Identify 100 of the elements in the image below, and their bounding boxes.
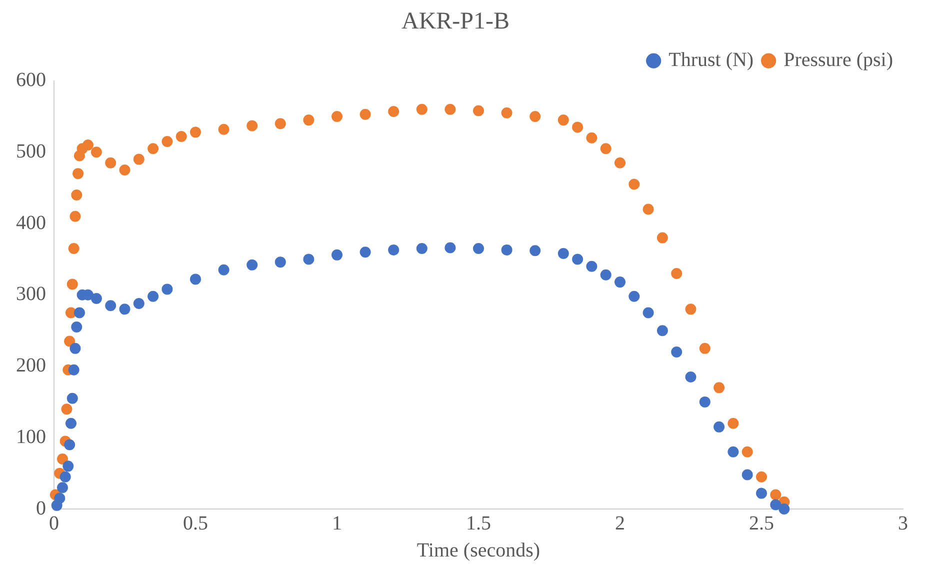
point xyxy=(642,307,654,318)
x-axis-title: Time (seconds) xyxy=(416,539,540,562)
x-tick-label: 0.5 xyxy=(183,512,208,534)
point xyxy=(388,244,400,256)
point xyxy=(473,243,484,254)
x-tick-label: 1 xyxy=(332,512,342,534)
point xyxy=(61,404,72,415)
point xyxy=(416,104,428,115)
point xyxy=(218,124,230,135)
point xyxy=(133,154,144,165)
point xyxy=(444,104,456,115)
x-tick-label: 2 xyxy=(615,512,625,534)
point xyxy=(176,130,187,142)
point xyxy=(74,307,85,318)
point xyxy=(65,418,76,429)
y-tick-label: 200 xyxy=(16,354,46,377)
y-tick-label: 300 xyxy=(16,283,46,306)
x-tick-label: 1.5 xyxy=(466,512,491,534)
point xyxy=(148,143,159,154)
x-tick-label: 2.5 xyxy=(749,512,774,534)
point xyxy=(90,146,102,158)
point xyxy=(770,499,782,510)
point xyxy=(190,126,201,138)
point xyxy=(444,242,456,254)
y-tick-label: 500 xyxy=(16,140,46,162)
point xyxy=(133,298,144,309)
point xyxy=(572,254,584,265)
legend-label: Thrust (N) xyxy=(668,49,754,72)
point xyxy=(70,210,81,222)
point xyxy=(71,189,82,200)
point xyxy=(56,482,68,494)
point xyxy=(274,118,286,130)
y-tick-label: 0 xyxy=(36,497,46,520)
point xyxy=(656,325,668,336)
point xyxy=(586,132,598,144)
point xyxy=(332,110,342,122)
point xyxy=(600,269,612,280)
point xyxy=(274,256,286,268)
point xyxy=(530,110,541,122)
point xyxy=(671,268,682,279)
point xyxy=(685,371,696,382)
point xyxy=(105,157,116,168)
point xyxy=(558,248,569,260)
point xyxy=(66,392,78,404)
point xyxy=(600,143,612,154)
point xyxy=(148,290,159,302)
point xyxy=(614,157,626,168)
point xyxy=(360,108,371,120)
point xyxy=(756,471,767,482)
point xyxy=(105,300,116,312)
point xyxy=(60,471,71,482)
legend-label: Pressure (psi) xyxy=(784,49,894,72)
point xyxy=(162,284,173,295)
point xyxy=(714,421,725,432)
y-tick-label: 600 xyxy=(16,69,46,92)
point xyxy=(332,249,342,260)
point xyxy=(71,322,82,333)
point xyxy=(756,488,767,499)
point xyxy=(218,264,230,276)
point xyxy=(685,304,696,315)
point xyxy=(728,418,739,429)
point xyxy=(246,259,258,270)
point xyxy=(671,346,682,358)
point xyxy=(699,342,710,354)
y-tick-label: 100 xyxy=(16,426,46,448)
point xyxy=(190,274,201,285)
point xyxy=(572,122,584,133)
point xyxy=(558,114,569,126)
point xyxy=(119,304,130,315)
point xyxy=(68,364,80,376)
point xyxy=(742,469,753,480)
point xyxy=(246,120,258,132)
point xyxy=(303,114,314,126)
point xyxy=(62,460,74,472)
point xyxy=(530,245,541,256)
point xyxy=(770,489,782,500)
point xyxy=(64,439,76,450)
point xyxy=(628,290,640,302)
x-tick-label: 3 xyxy=(898,512,908,534)
point xyxy=(656,232,668,244)
chart-title: AKR-P1-B xyxy=(401,8,510,35)
point xyxy=(742,446,753,458)
point xyxy=(119,164,130,176)
point xyxy=(360,246,371,258)
point xyxy=(68,243,80,254)
point xyxy=(70,342,81,354)
point xyxy=(56,454,68,465)
point xyxy=(714,382,725,394)
point xyxy=(586,260,598,272)
point xyxy=(90,292,102,304)
point xyxy=(82,140,94,151)
point xyxy=(614,276,626,288)
point xyxy=(628,178,640,190)
point xyxy=(162,136,173,147)
point xyxy=(473,105,484,116)
point xyxy=(728,446,739,458)
point xyxy=(501,107,512,118)
point xyxy=(416,243,428,254)
point xyxy=(642,204,654,215)
point xyxy=(303,254,314,265)
